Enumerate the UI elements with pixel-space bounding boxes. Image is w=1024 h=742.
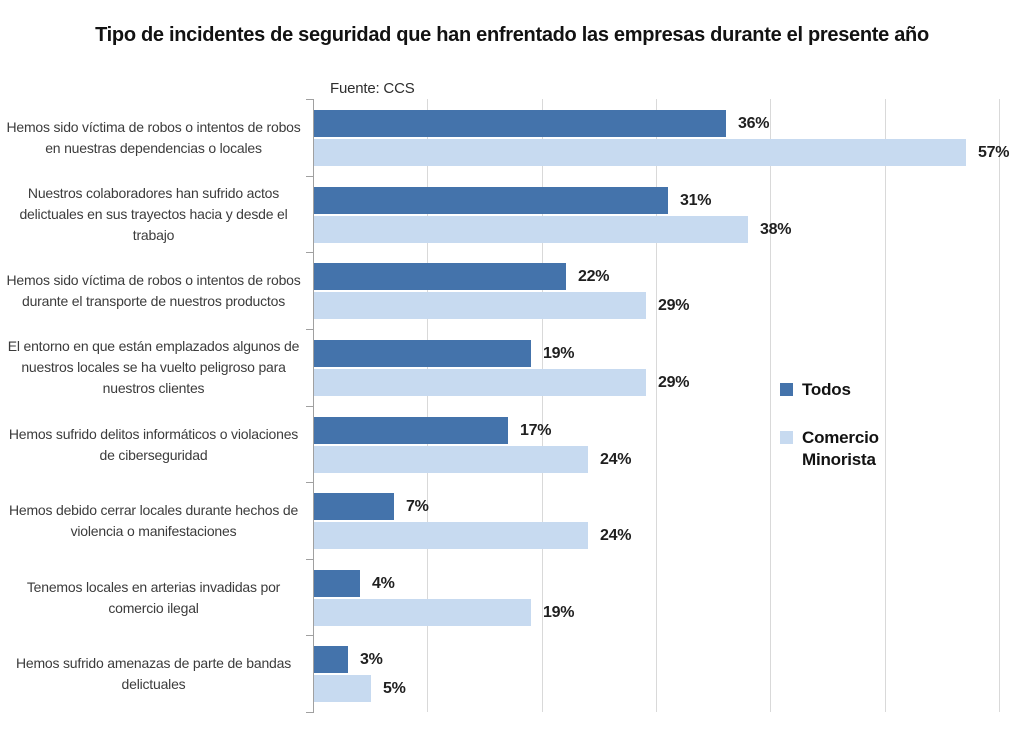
- category-label: El entorno en que están emplazados algun…: [7, 338, 300, 396]
- value-label: 29%: [658, 297, 690, 314]
- legend-item-comercio-minorista: Comercio Minorista: [780, 427, 894, 471]
- gridline: [656, 99, 657, 712]
- bar-todos-7: [314, 646, 348, 673]
- value-label: 29%: [658, 374, 690, 391]
- bar-todos-1: [314, 187, 668, 214]
- legend-swatch: [780, 431, 793, 444]
- bar-comercio-minorista-4: [314, 446, 588, 473]
- legend-label: Todos: [802, 380, 851, 399]
- bar-comercio-minorista-2: [314, 292, 646, 319]
- value-label: 22%: [578, 268, 610, 285]
- value-label: 5%: [383, 680, 406, 697]
- bar-todos-5: [314, 493, 394, 520]
- plot-area: 36% 57% 31% 38% 22% 29% 19% 29% 17% 24% 7% 24% 4% 19%…: [306, 99, 1009, 713]
- category-label: Hemos sido víctima de robos o intentos d…: [6, 118, 301, 156]
- bar-todos-4: [314, 417, 508, 444]
- value-label: 24%: [600, 451, 632, 468]
- value-label: 4%: [372, 575, 395, 592]
- gridline: [884, 99, 886, 712]
- axis-tick: [306, 406, 314, 407]
- bar-comercio-minorista-0: [314, 139, 966, 166]
- axis-tick: [306, 712, 314, 713]
- axis-tick: [306, 99, 314, 100]
- axis-tick: [306, 482, 314, 483]
- source-label: Fuente: CCS: [330, 80, 415, 97]
- gridline: [999, 99, 1000, 712]
- category-label: Hemos sufrido amenazas de parte de banda…: [15, 654, 292, 692]
- value-label: 31%: [680, 192, 712, 209]
- value-label: 3%: [360, 651, 383, 668]
- category-label: Hemos sido víctima de robos o intentos d…: [6, 271, 301, 309]
- legend-label: Comercio Minorista: [802, 428, 879, 469]
- axis-tick: [306, 329, 314, 330]
- gridline: [541, 99, 543, 712]
- value-label: 38%: [760, 221, 792, 238]
- axis-tick: [306, 252, 314, 253]
- bar-todos-2: [314, 263, 566, 290]
- chart-title: Tipo de incidentes de seguridad que han …: [95, 24, 929, 46]
- value-label: 19%: [543, 345, 575, 362]
- gridline: [770, 99, 772, 712]
- axis-tick: [306, 635, 314, 636]
- legend-item-todos: Todos: [780, 379, 894, 401]
- value-label: 19%: [543, 604, 575, 621]
- bar-comercio-minorista-7: [314, 675, 371, 702]
- value-label: 36%: [738, 115, 770, 132]
- category-label: Hemos debido cerrar locales durante hech…: [8, 501, 299, 539]
- bar-comercio-minorista-5: [314, 522, 588, 549]
- bar-todos-0: [314, 110, 726, 137]
- value-label: 24%: [600, 527, 632, 544]
- value-label: 57%: [978, 144, 1010, 161]
- category-label: Tenemos locales en arterias invadidas po…: [26, 578, 281, 616]
- category-label: Hemos sufrido delitos informáticos o vio…: [8, 425, 299, 463]
- bar-todos-3: [314, 340, 531, 367]
- category-labels-column: Hemos sido víctima de robos o intentos d…: [2, 99, 305, 712]
- bar-comercio-minorista-3: [314, 369, 646, 396]
- legend-swatch: [780, 383, 793, 396]
- axis-tick: [306, 176, 314, 177]
- category-label: Nuestros colaboradores han sufrido actos…: [19, 185, 288, 243]
- value-label: 17%: [520, 422, 552, 439]
- bar-comercio-minorista-1: [314, 216, 748, 243]
- axis-tick: [306, 559, 314, 560]
- value-label: 7%: [406, 498, 429, 515]
- bar-comercio-minorista-6: [314, 599, 531, 626]
- gridline: [427, 99, 429, 712]
- bar-todos-6: [314, 570, 360, 597]
- legend: Todos Comercio Minorista: [780, 379, 894, 471]
